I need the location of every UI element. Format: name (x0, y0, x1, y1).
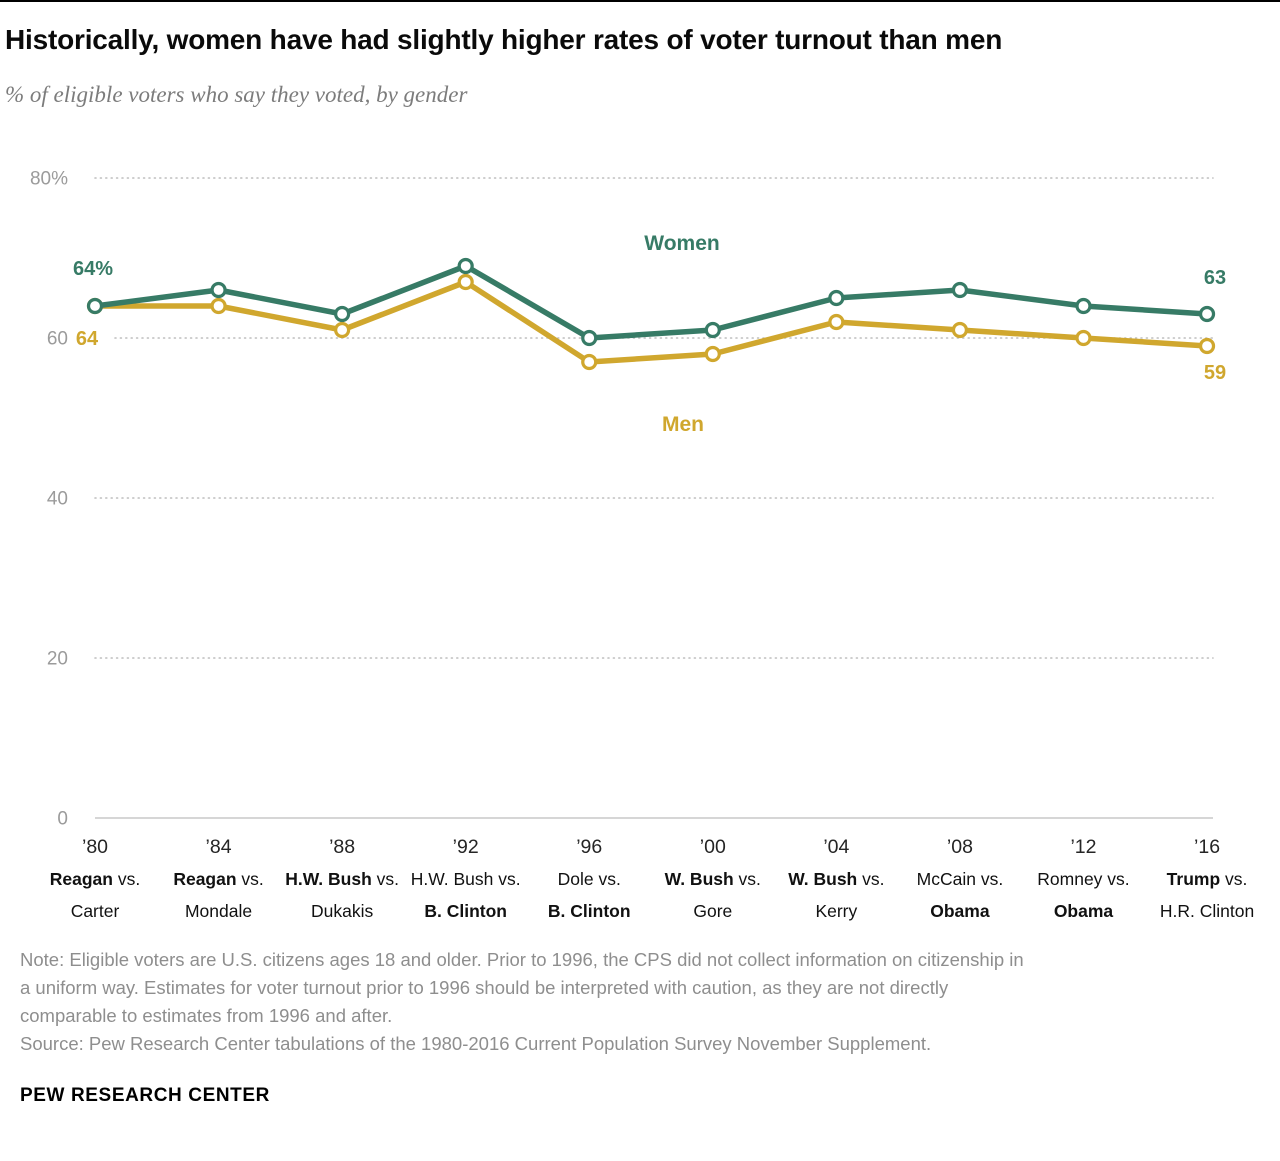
candidate-matchup-line1: McCain vs. (917, 869, 1004, 889)
x-tick-year: ’84 (206, 836, 232, 858)
candidate-matchup-line1: Trump vs. (1167, 869, 1248, 889)
women-data-point-2 (334, 305, 351, 323)
men-data-point-8 (1075, 329, 1092, 347)
x-tick-year: ’16 (1194, 836, 1220, 858)
candidate-matchup-line1: Reagan vs. (173, 869, 263, 889)
note-line-2: a uniform way. Estimates for voter turno… (20, 977, 949, 998)
women-data-point-3 (457, 257, 474, 275)
women-data-point-1 (210, 281, 227, 299)
x-tick-year: ’88 (329, 836, 355, 858)
x-tick-year: ’96 (576, 836, 602, 858)
candidate-matchup-line1: H.W. Bush vs. (411, 869, 521, 889)
men-start-value-label: 64 (76, 328, 99, 350)
candidate-matchup-line2: Obama (1054, 901, 1114, 921)
men-data-point-7 (951, 321, 969, 339)
men-data-point-5 (704, 345, 721, 363)
candidate-matchup-line2: Gore (693, 901, 732, 921)
x-tick-year: ’92 (453, 836, 479, 858)
men-end-value-label: 59 (1204, 362, 1226, 384)
y-tick-label-80: 80% (30, 169, 68, 190)
top-border-rule (0, 0, 1280, 2)
y-tick-label-60: 60 (47, 329, 68, 350)
men-data-point-2 (334, 321, 351, 339)
x-tick-year: ’08 (947, 836, 973, 858)
women-data-point-8 (1075, 297, 1092, 315)
candidate-matchup-line2: Mondale (185, 901, 252, 921)
candidate-matchup-line2: Dukakis (311, 901, 373, 921)
candidate-matchup-line2: B. Clinton (548, 901, 631, 921)
women-series-label: Women (644, 232, 719, 255)
chart-subtitle: % of eligible voters who say they voted,… (5, 82, 468, 107)
candidate-matchup-line1: W. Bush vs. (788, 869, 884, 889)
women-data-point-6 (828, 289, 845, 307)
source-line: Source: Pew Research Center tabulations … (20, 1033, 932, 1054)
x-tick-year: ’80 (82, 836, 108, 858)
women-data-point-0 (86, 297, 104, 315)
candidate-matchup-line1: Dole vs. (558, 869, 621, 889)
men-line (92, 279, 1210, 365)
women-data-point-9 (1198, 305, 1216, 323)
candidate-matchup-line1: H.W. Bush vs. (285, 869, 399, 889)
series-layer (86, 257, 1216, 371)
y-tick-label-40: 40 (47, 489, 68, 510)
chart-title: Historically, women have had slightly hi… (5, 24, 1003, 55)
x-tick-year: ’04 (823, 836, 849, 858)
turnout-line-chart: 80% 60 40 20 0 ’80 Reagan vs. Carter ’84 Reagan … (30, 169, 1254, 922)
gridlines-layer: 80% 60 40 20 0 (30, 169, 1214, 830)
candidate-matchup-line2: B. Clinton (424, 901, 507, 921)
women-start-value-label: 64% (73, 258, 113, 280)
women-end-value-label: 63 (1204, 267, 1226, 289)
men-data-point-1 (210, 297, 227, 315)
women-data-point-4 (581, 329, 598, 347)
candidate-matchup-line2: H.R. Clinton (1160, 901, 1254, 921)
note-line-3: comparable to estimates from 1996 and af… (20, 1005, 393, 1026)
note-line-1: Note: Eligible voters are U.S. citizens … (20, 949, 1024, 970)
candidate-matchup-line1: Romney vs. (1037, 869, 1129, 889)
pew-research-center-logo-text: PEW RESEARCH CENTER (20, 1085, 270, 1106)
men-data-point-3 (457, 273, 474, 291)
candidate-matchup-line2: Kerry (815, 901, 857, 921)
y-tick-label-20: 20 (47, 649, 68, 670)
candidate-matchup-line1: Reagan vs. (50, 869, 140, 889)
women-line (92, 263, 1210, 341)
men-data-point-9 (1198, 337, 1216, 355)
women-data-point-5 (704, 321, 721, 339)
men-data-point-6 (828, 313, 845, 331)
x-axis-labels-layer: ’80 Reagan vs. Carter ’84 Reagan vs. Mondale ’… (50, 836, 1254, 921)
x-tick-year: ’00 (700, 836, 726, 858)
y-tick-label-0: 0 (57, 809, 68, 830)
candidate-matchup-line1: W. Bush vs. (665, 869, 761, 889)
x-tick-year: ’12 (1070, 836, 1096, 858)
women-data-point-7 (951, 281, 969, 299)
candidate-matchup-line2: Carter (71, 901, 120, 921)
candidate-matchup-line2: Obama (930, 901, 990, 921)
men-data-point-4 (581, 353, 598, 371)
men-series-label: Men (662, 413, 704, 436)
